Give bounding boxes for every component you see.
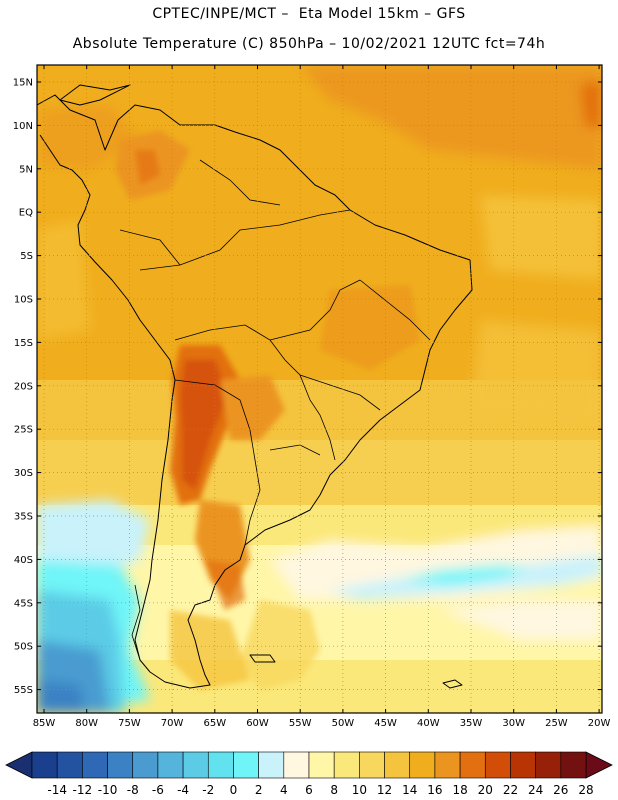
lat-label: 10N (13, 121, 33, 132)
colorbar-label: 18 (452, 783, 467, 797)
lat-label: 5S (20, 251, 33, 262)
colorbar-label: 8 (330, 783, 338, 797)
lon-label: 70W (161, 718, 184, 729)
lat-label: 20S (14, 381, 33, 392)
colorbar-cell (258, 751, 285, 779)
colorbar-cell (484, 751, 511, 779)
lat-label: 5N (19, 164, 33, 175)
colorbar-cell (409, 751, 436, 779)
colorbar-over-triangle (585, 751, 613, 779)
colorbar-cell (459, 751, 486, 779)
colorbar-cell (157, 751, 184, 779)
colorbar-under-triangle (5, 751, 33, 779)
lat-label: 40S (14, 555, 33, 566)
colorbar: -14 -12 -10 -8 -6 -4 -2 0 2 4 6 8 10 12 14 16 18 20 22 24 26… (5, 751, 613, 797)
colorbar-label: 24 (528, 783, 543, 797)
temperature-map: 15N 10N 5N EQ 5S 10S 15S 20S 25S 30S 35S 40S 45S 50S 5… (13, 64, 611, 729)
lon-label: 20W (588, 718, 611, 729)
colorbar-label: -2 (202, 783, 214, 797)
colorbar-label: 16 (427, 783, 442, 797)
lon-label: 65W (203, 718, 226, 729)
lat-label: 50S (14, 642, 33, 653)
lon-label: 25W (545, 718, 568, 729)
colorbar-label: 6 (305, 783, 313, 797)
lon-label: 35W (460, 718, 483, 729)
colorbar-cell (207, 751, 234, 779)
lon-label: 40W (417, 718, 440, 729)
longitude-labels: 85W 80W 75W 70W 65W 60W 55W 50W 45W 40W 35W 30W 25W 2… (33, 65, 611, 729)
colorbar-cell (56, 751, 83, 779)
colorbar-cell (333, 751, 360, 779)
lat-label: 15N (13, 78, 33, 89)
lat-label: 55S (14, 685, 33, 696)
colorbar-label: 2 (255, 783, 263, 797)
colorbar-cell (359, 751, 385, 779)
lon-label: 75W (118, 718, 141, 729)
colorbar-label: -12 (73, 783, 93, 797)
lon-label: 50W (332, 718, 355, 729)
colorbar-cell (308, 751, 335, 779)
colorbar-cell (182, 751, 209, 779)
lon-label: 80W (75, 718, 98, 729)
colorbar-cell (384, 751, 411, 779)
lon-label: 55W (289, 718, 312, 729)
lon-label: 60W (246, 718, 269, 729)
colorbar-cell (82, 751, 108, 779)
colorbar-label: -10 (98, 783, 118, 797)
colorbar-cell (434, 751, 461, 779)
coastline (37, 84, 473, 689)
colorbar-cell (132, 751, 159, 779)
colorbar-cell (510, 751, 536, 779)
title-line-1: CPTEC/INPE/MCT – Eta Model 15km – GFS (152, 6, 466, 22)
temperature-field (37, 65, 602, 713)
lat-label: 35S (14, 512, 33, 523)
colorbar-label: 10 (352, 783, 367, 797)
lon-label: 45W (374, 718, 397, 729)
colorbar-label: 14 (402, 783, 417, 797)
colorbar-label: -6 (152, 783, 164, 797)
lon-label: 85W (33, 718, 56, 729)
lat-label: 10S (14, 295, 33, 306)
colorbar-label: 0 (230, 783, 238, 797)
map-frame (36, 64, 603, 714)
colorbar-label: 20 (478, 783, 493, 797)
lat-label: 45S (14, 598, 33, 609)
lat-label: 15S (14, 338, 33, 349)
colorbar-cell (535, 751, 562, 779)
title-line-2: Absolute Temperature (C) 850hPa – 10/02/… (72, 36, 546, 52)
lat-label: 30S (14, 468, 33, 479)
country-borders (119, 159, 431, 546)
colorbar-label: -14 (47, 783, 67, 797)
colorbar-label: -8 (127, 783, 139, 797)
colorbar-label: 4 (280, 783, 288, 797)
colorbar-label: 26 (553, 783, 568, 797)
colorbar-label: 12 (377, 783, 392, 797)
colorbar-label: 22 (503, 783, 518, 797)
colorbar-cell (31, 751, 58, 779)
lat-label: EQ (19, 208, 33, 219)
colorbar-label: -4 (177, 783, 189, 797)
colorbar-cell (233, 751, 259, 779)
colorbar-label: 28 (578, 783, 593, 797)
lon-label: 30W (502, 718, 525, 729)
lat-lon-grid (37, 65, 602, 713)
colorbar-cell (283, 751, 310, 779)
latitude-labels: 15N 10N 5N EQ 5S 10S 15S 20S 25S 30S 35S 40S 45S 50S 5… (13, 78, 602, 696)
colorbar-cell (107, 751, 134, 779)
colorbar-cell (560, 751, 587, 779)
lat-label: 25S (14, 425, 33, 436)
